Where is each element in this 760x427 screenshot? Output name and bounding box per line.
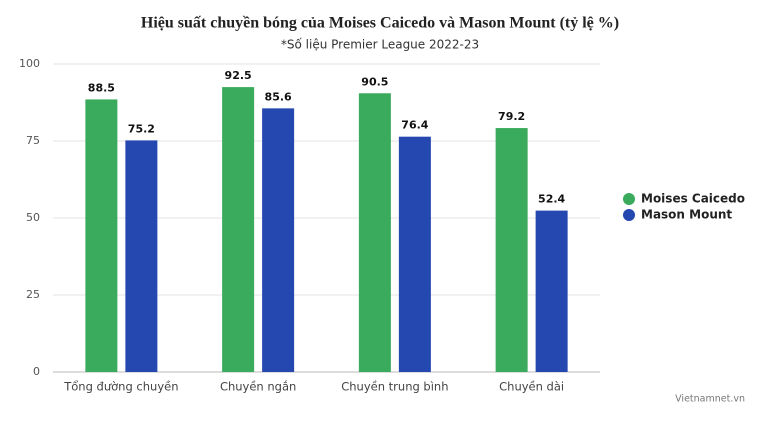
chart-subtitle: *Số liệu Premier League 2022-23 [281, 38, 479, 52]
y-tick-label: 25 [26, 288, 40, 301]
y-tick-label: 50 [26, 211, 40, 224]
value-label: 92.5 [225, 69, 252, 82]
legend-label: Mason Mount [641, 208, 732, 222]
legend-marker [623, 193, 635, 205]
bar [85, 99, 118, 373]
bar [398, 136, 431, 372]
legend-marker [623, 209, 635, 221]
bar [262, 108, 295, 373]
x-tick-label: Chuyền dài [499, 380, 564, 394]
value-label: 52.4 [538, 193, 565, 206]
bar [125, 140, 158, 372]
y-tick-label: 75 [26, 134, 40, 147]
value-label: 76.4 [401, 119, 428, 132]
value-label: 85.6 [265, 90, 292, 103]
x-tick-label: Tổng đường chuyền [63, 380, 178, 394]
y-tick-label: 0 [33, 365, 40, 378]
value-label: 79.2 [498, 110, 525, 123]
legend-label: Moises Caicedo [641, 192, 745, 206]
value-label: 90.5 [361, 75, 388, 88]
bar [222, 87, 255, 372]
x-tick-label: Chuyền trung bình [341, 380, 448, 394]
y-tick-label: 100 [19, 57, 40, 70]
bar [495, 128, 528, 372]
value-label: 75.2 [128, 122, 155, 135]
x-tick-label: Chuyền ngắn [220, 380, 296, 394]
bar [535, 210, 568, 372]
bar [358, 93, 391, 372]
credit: Vietnamnet.vn [675, 394, 745, 405]
value-label: 88.5 [88, 81, 115, 94]
chart-title: Hiệu suất chuyền bóng của Moises Caicedo… [141, 15, 619, 32]
